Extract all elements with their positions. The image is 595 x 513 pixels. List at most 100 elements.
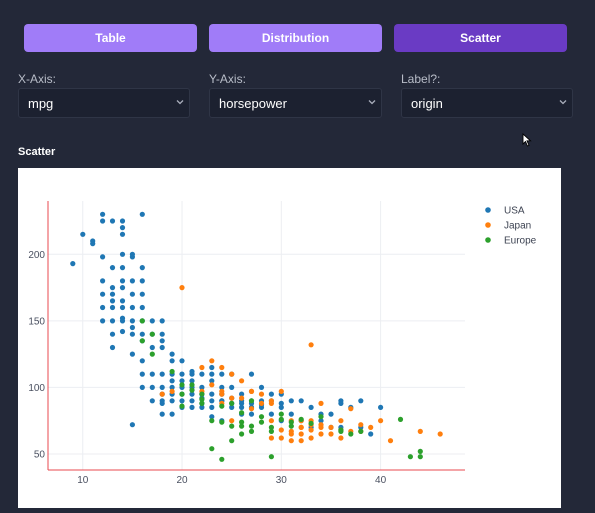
data-point xyxy=(199,404,205,410)
data-point xyxy=(159,338,165,344)
data-point xyxy=(239,395,245,401)
data-point xyxy=(169,351,175,357)
data-point xyxy=(378,404,384,410)
data-point xyxy=(229,384,235,390)
data-point xyxy=(278,404,284,410)
data-point xyxy=(169,411,175,417)
tab-distribution[interactable]: Distribution xyxy=(209,24,382,52)
x-tick-label: 40 xyxy=(375,475,387,486)
data-point xyxy=(248,428,255,434)
data-point xyxy=(169,378,175,384)
data-point xyxy=(229,423,235,429)
data-point xyxy=(278,388,284,394)
data-point xyxy=(298,431,304,437)
data-point xyxy=(119,225,126,231)
label-select-label: Label?: xyxy=(401,72,441,86)
data-point xyxy=(368,431,374,437)
data-point xyxy=(179,403,185,409)
data-point xyxy=(109,304,116,311)
x-axis-label: X-Axis: xyxy=(18,72,57,86)
data-point xyxy=(258,384,265,390)
data-point xyxy=(278,435,284,441)
data-point xyxy=(129,318,135,324)
data-point xyxy=(119,285,126,291)
data-point xyxy=(248,388,255,394)
tab-scatter[interactable]: Scatter xyxy=(394,24,567,52)
chevron-down-icon xyxy=(368,100,376,105)
data-point xyxy=(239,410,245,416)
data-point xyxy=(229,404,235,410)
data-point xyxy=(328,431,334,437)
data-point xyxy=(417,448,423,454)
data-point xyxy=(139,371,145,377)
data-point xyxy=(139,358,145,364)
data-point xyxy=(278,411,284,417)
data-point xyxy=(159,331,165,337)
mouse-cursor-icon xyxy=(522,133,532,147)
data-point xyxy=(219,371,225,377)
data-point xyxy=(199,400,205,406)
data-point xyxy=(199,396,205,402)
data-point xyxy=(298,416,304,422)
data-point xyxy=(258,414,265,420)
data-point xyxy=(209,414,215,420)
data-point xyxy=(199,391,205,397)
data-point xyxy=(318,431,324,437)
data-point xyxy=(139,291,145,297)
data-point xyxy=(159,391,165,397)
data-point xyxy=(189,391,195,397)
data-point xyxy=(308,404,314,410)
data-point xyxy=(179,391,185,397)
data-point xyxy=(338,400,344,406)
data-point xyxy=(239,419,245,425)
data-point xyxy=(348,431,354,437)
data-point xyxy=(268,428,274,434)
data-point xyxy=(139,331,145,337)
data-point xyxy=(268,411,274,417)
data-point xyxy=(109,318,116,324)
data-point xyxy=(90,241,96,247)
data-point xyxy=(169,384,175,390)
data-point xyxy=(169,368,175,375)
data-point xyxy=(248,411,255,417)
x-tick-label: 20 xyxy=(176,475,188,486)
y-axis-select[interactable]: horsepower xyxy=(209,88,382,118)
data-point xyxy=(129,422,135,428)
x-tick-label: 10 xyxy=(77,475,89,486)
data-point xyxy=(129,251,135,257)
data-point xyxy=(328,424,334,430)
data-point xyxy=(417,454,423,460)
scatter-plot[interactable]: 10 20 30 40 50 100 150 200 USA Japan Europe xyxy=(18,168,561,508)
data-point xyxy=(129,278,135,284)
data-point xyxy=(288,423,294,429)
data-point xyxy=(139,278,145,284)
data-point xyxy=(179,285,185,291)
data-point xyxy=(139,265,145,271)
data-point xyxy=(129,324,135,331)
data-point xyxy=(219,364,225,371)
tab-table[interactable]: Table xyxy=(24,24,197,52)
label-select[interactable]: origin xyxy=(401,88,573,118)
data-point xyxy=(119,278,126,284)
data-point xyxy=(417,428,423,434)
data-point xyxy=(308,342,314,348)
data-point xyxy=(119,218,126,224)
x-axis-select[interactable]: mpg xyxy=(18,88,190,118)
data-point xyxy=(159,411,165,417)
data-point xyxy=(248,423,255,429)
y-tick-label: 150 xyxy=(28,316,45,327)
data-point xyxy=(407,454,413,460)
data-point xyxy=(100,211,106,217)
data-point xyxy=(268,424,274,430)
data-point xyxy=(139,318,145,324)
data-point xyxy=(258,400,265,406)
data-point xyxy=(318,418,324,424)
data-point xyxy=(139,338,145,344)
data-point xyxy=(298,438,304,444)
data-point xyxy=(209,446,215,452)
data-point xyxy=(308,427,314,433)
data-point xyxy=(119,298,126,304)
data-point xyxy=(338,418,344,424)
data-point xyxy=(239,431,245,437)
data-point xyxy=(199,371,205,377)
